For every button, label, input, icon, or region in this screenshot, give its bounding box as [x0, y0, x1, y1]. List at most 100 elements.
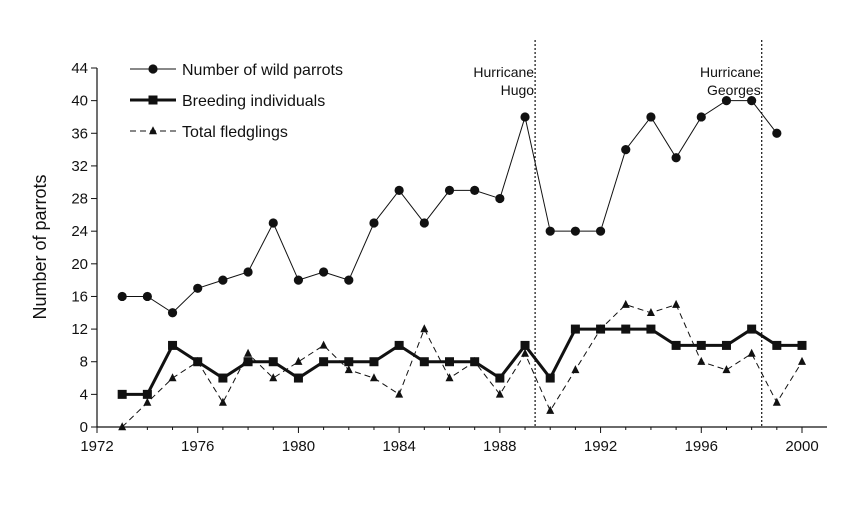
- y-tick-label: 4: [80, 386, 88, 403]
- data-point-total-fledglings: [369, 373, 378, 382]
- x-tick-label: 1980: [282, 438, 315, 455]
- data-point-wild-parrots: [319, 267, 329, 277]
- y-tick-label: 8: [80, 354, 88, 371]
- data-point-breeding-individuals: [268, 357, 278, 367]
- data-point-total-fledglings: [596, 324, 605, 333]
- data-point-wild-parrots: [293, 275, 304, 285]
- hurricane-label: Hugo: [501, 82, 535, 98]
- data-point-wild-parrots: [772, 128, 782, 138]
- data-point-total-fledglings: [521, 348, 530, 357]
- legend-marker-total-fledglings: [149, 126, 157, 135]
- data-point-total-fledglings: [495, 389, 504, 398]
- data-point-total-fledglings: [344, 365, 353, 374]
- data-point-breeding-individuals: [495, 373, 505, 383]
- data-point-total-fledglings: [118, 422, 127, 431]
- data-point-breeding-individuals: [671, 340, 681, 350]
- data-point-wild-parrots: [369, 218, 379, 228]
- data-point-total-fledglings: [571, 365, 580, 374]
- data-point-wild-parrots: [243, 267, 253, 277]
- data-point-total-fledglings: [672, 299, 681, 308]
- data-point-breeding-individuals: [419, 357, 429, 367]
- legend-label-breeding-individuals: Breeding individuals: [182, 93, 325, 110]
- data-point-total-fledglings: [798, 356, 806, 365]
- y-tick-label: 24: [71, 223, 88, 240]
- data-point-breeding-individuals: [168, 340, 178, 350]
- data-point-wild-parrots: [721, 96, 732, 106]
- data-point-wild-parrots: [545, 226, 555, 236]
- data-point-wild-parrots: [117, 291, 127, 302]
- data-point-total-fledglings: [168, 373, 177, 382]
- y-tick-label: 40: [71, 93, 88, 110]
- data-point-wild-parrots: [671, 153, 681, 163]
- data-point-breeding-individuals: [319, 357, 329, 367]
- data-point-wild-parrots: [419, 218, 429, 228]
- data-point-wild-parrots: [747, 96, 757, 106]
- data-point-breeding-individuals: [545, 373, 555, 383]
- data-point-wild-parrots: [142, 291, 152, 302]
- hurricane-label: Georges: [707, 82, 761, 98]
- data-point-total-fledglings: [646, 307, 655, 316]
- data-point-total-fledglings: [722, 365, 731, 374]
- axes: 0 4 8 12 16 20 24 28 32 36 40 44 1972 1976 1980 1984 198…: [71, 60, 827, 455]
- legend-label-total-fledglings: Total fledglings: [182, 124, 288, 141]
- y-tick-label: 0: [80, 419, 88, 436]
- legend-marker-breeding-individuals: [148, 95, 158, 105]
- y-tick-label: 28: [71, 191, 88, 208]
- data-point-wild-parrots: [520, 112, 530, 122]
- data-point-breeding-individuals: [218, 373, 228, 383]
- data-point-breeding-individuals: [621, 324, 631, 334]
- data-point-wild-parrots: [344, 275, 354, 285]
- data-point-breeding-individuals: [797, 340, 807, 350]
- y-tick-label: 16: [71, 288, 88, 305]
- x-tick-label: 1992: [584, 438, 617, 455]
- data-point-breeding-individuals: [772, 340, 782, 350]
- data-point-total-fledglings: [772, 397, 781, 406]
- y-tick-label: 32: [71, 158, 88, 175]
- data-point-total-fledglings: [269, 373, 278, 382]
- x-tick-label: 1972: [80, 438, 113, 455]
- data-point-wild-parrots: [268, 218, 278, 228]
- y-axis-title: Number of parrots: [30, 174, 50, 319]
- data-point-wild-parrots: [595, 226, 606, 236]
- x-tick-label: 1976: [181, 438, 214, 455]
- x-tick-label: 2000: [785, 438, 818, 455]
- data-point-breeding-individuals: [646, 324, 656, 334]
- hurricane-label: Hurricane: [700, 64, 761, 80]
- data-point-wild-parrots: [696, 112, 706, 122]
- data-point-breeding-individuals: [344, 357, 354, 367]
- data-point-wild-parrots: [570, 226, 580, 236]
- data-point-breeding-individuals: [520, 340, 530, 350]
- data-point-wild-parrots: [444, 185, 455, 195]
- data-point-wild-parrots: [218, 275, 228, 285]
- x-tick-label: 1988: [483, 438, 516, 455]
- data-point-total-fledglings: [319, 340, 328, 349]
- data-point-breeding-individuals: [721, 340, 731, 350]
- data-point-wild-parrots: [167, 308, 178, 318]
- x-tick-label: 1984: [382, 438, 415, 455]
- data-point-breeding-individuals: [243, 357, 253, 367]
- data-point-wild-parrots: [495, 193, 505, 204]
- data-point-total-fledglings: [621, 299, 630, 308]
- y-tick-label: 20: [71, 256, 88, 273]
- x-tick-label: 1996: [685, 438, 718, 455]
- series-line-breeding-individuals: [122, 327, 802, 396]
- data-point-breeding-individuals: [142, 389, 152, 399]
- series-line-total-fledglings: [121, 303, 803, 428]
- data-point-total-fledglings: [470, 356, 479, 365]
- data-point-wild-parrots: [470, 185, 480, 195]
- data-point-breeding-individuals: [570, 324, 580, 334]
- data-point-total-fledglings: [244, 348, 253, 357]
- data-point-total-fledglings: [697, 356, 706, 365]
- legend-marker-wild-parrots: [148, 64, 158, 74]
- data-point-total-fledglings: [420, 324, 429, 333]
- plot-markers: [117, 96, 807, 431]
- data-point-breeding-individuals: [394, 340, 404, 350]
- data-point-total-fledglings: [143, 397, 152, 406]
- data-point-total-fledglings: [445, 373, 454, 382]
- data-point-wild-parrots: [193, 283, 203, 293]
- data-point-total-fledglings: [395, 389, 404, 398]
- data-point-wild-parrots: [646, 112, 656, 122]
- data-point-breeding-individuals: [293, 373, 303, 383]
- data-point-total-fledglings: [193, 356, 202, 365]
- y-tick-label: 44: [71, 60, 88, 77]
